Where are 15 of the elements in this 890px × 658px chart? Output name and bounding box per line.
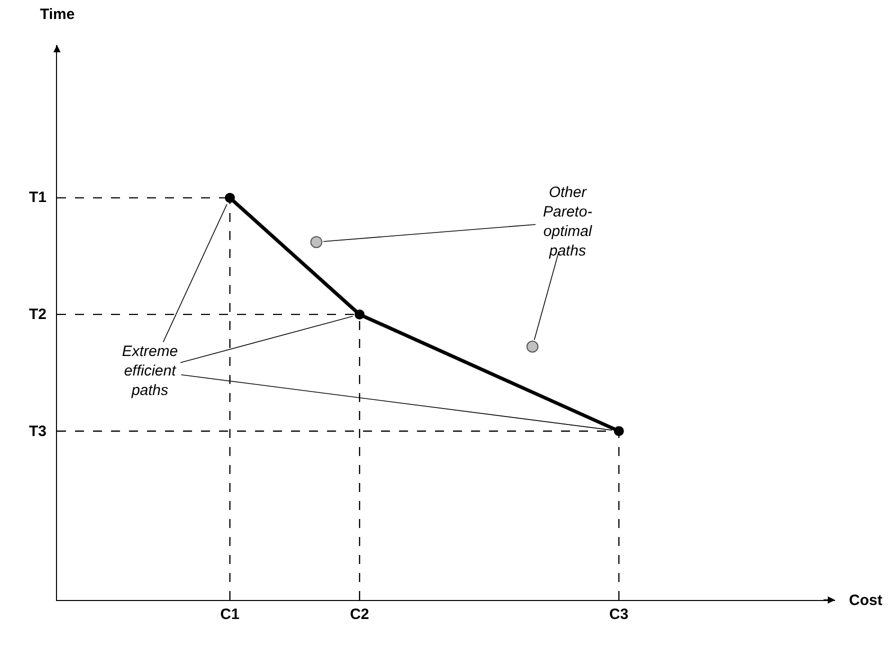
annotation: Other Pareto- optimal paths xyxy=(543,184,592,260)
point xyxy=(354,309,365,320)
point xyxy=(614,426,624,436)
point xyxy=(310,236,322,248)
text: Time xyxy=(40,6,75,23)
point xyxy=(526,340,538,353)
annotation: Extreme efficient paths xyxy=(122,343,178,399)
x-tick-label: C2 xyxy=(350,606,370,624)
x-axis-title: Cost xyxy=(849,592,882,609)
ref-line-label: T3 xyxy=(29,423,47,440)
ref-line-label: T1 xyxy=(29,189,47,206)
x-tick-label: C3 xyxy=(609,606,628,624)
point xyxy=(224,192,235,203)
ref-line-label: T2 xyxy=(29,306,47,323)
x-tick-label: C1 xyxy=(220,606,240,624)
